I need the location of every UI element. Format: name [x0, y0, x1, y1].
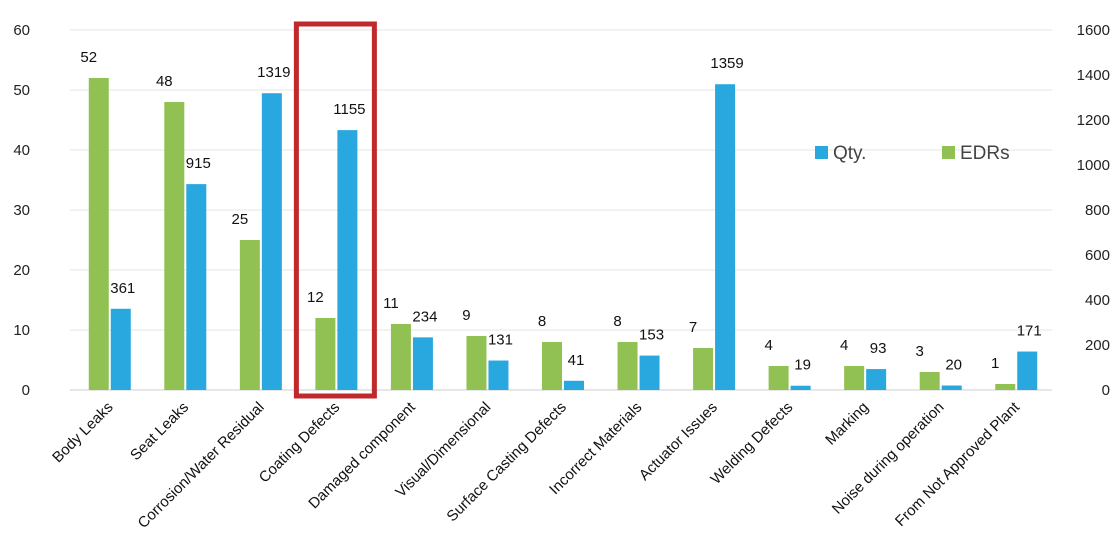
data-label-edrs: 8	[538, 313, 546, 330]
data-label-qty: 171	[1017, 323, 1042, 340]
right-tick-label: 400	[1085, 292, 1110, 309]
bar-qty	[186, 184, 207, 390]
right-tick-label: 1200	[1077, 112, 1110, 129]
category-label: Marking	[822, 399, 872, 449]
data-label-edrs: 8	[613, 313, 621, 330]
highlight-box-group	[293, 21, 377, 399]
bar-edrs	[617, 342, 638, 390]
bar-edrs	[995, 384, 1016, 390]
bar-qty	[1017, 351, 1038, 390]
left-tick-label: 10	[13, 322, 30, 339]
bar-edrs	[315, 318, 336, 390]
data-label-edrs: 25	[232, 211, 249, 228]
right-tick-label: 1000	[1077, 157, 1110, 174]
left-tick-label: 0	[22, 382, 30, 399]
bar-edrs	[919, 372, 940, 390]
data-label-qty: 19	[794, 357, 811, 374]
data-label-qty: 93	[870, 340, 887, 357]
data-label-qty: 153	[639, 327, 664, 344]
bar-edrs	[693, 348, 714, 390]
data-label-qty: 915	[186, 155, 211, 172]
left-tick-label: 40	[13, 142, 30, 159]
legend-label: Qty.	[833, 143, 866, 164]
gridlines	[70, 29, 1052, 391]
legend-swatch	[942, 146, 955, 159]
category-label: Welding Defects	[707, 399, 796, 488]
right-y-axis: 0 200 400 600 800 1000 1200 1400 1600	[1077, 22, 1110, 399]
data-label-edrs: 7	[689, 319, 697, 336]
bar-qty	[564, 380, 584, 390]
data-label-qty: 1155	[333, 101, 365, 118]
data-label-edrs: 1	[991, 355, 999, 372]
right-tick-label: 200	[1085, 337, 1110, 354]
right-tick-label: 0	[1102, 382, 1110, 399]
legend-swatch	[815, 146, 828, 159]
data-label-qty: 1319	[257, 64, 290, 81]
bar-edrs	[88, 78, 109, 390]
bar-edrs	[239, 240, 260, 390]
legend-label: EDRs	[960, 143, 1010, 164]
data-label-edrs: 11	[383, 295, 399, 312]
data-label-qty: 234	[412, 308, 437, 325]
category-label: From Not Approved Plant	[892, 398, 1024, 530]
bar-qty	[866, 369, 887, 390]
bar-qty	[790, 385, 811, 390]
right-tick-label: 600	[1085, 247, 1110, 264]
data-label-edrs: 9	[462, 307, 470, 324]
left-y-axis: 0 10 20 30 40 50 60	[13, 22, 30, 399]
data-label-edrs: 12	[307, 289, 324, 306]
legend: Qty. EDRs	[815, 143, 1010, 164]
bar-edrs	[844, 366, 865, 390]
data-label-edrs: 4	[764, 337, 772, 354]
bar-qty	[261, 93, 282, 390]
left-tick-label: 30	[13, 202, 30, 219]
data-label-qty: 41	[568, 352, 585, 369]
category-label: Actuator Issues	[636, 399, 721, 484]
bar-qty	[488, 360, 509, 390]
bar-edrs	[466, 336, 487, 390]
data-label-edrs: 48	[156, 73, 173, 90]
data-label-edrs: 3	[916, 343, 924, 360]
data-label-edrs: 52	[80, 49, 97, 66]
category-label: Seat Leaks	[127, 399, 192, 464]
left-tick-label: 50	[13, 82, 30, 99]
bar-edrs	[768, 366, 789, 390]
data-label-qty: 131	[488, 332, 513, 349]
bar-edrs	[390, 324, 411, 390]
bar-qty	[412, 337, 433, 390]
highlight-box	[293, 21, 377, 399]
bar-qty	[639, 355, 660, 390]
left-tick-label: 20	[13, 262, 30, 279]
data-label-edrs: 4	[840, 337, 848, 354]
right-tick-label: 1400	[1077, 67, 1110, 84]
bar-qty	[941, 385, 962, 390]
bar-edrs	[164, 102, 185, 390]
category-label: Body Leaks	[49, 399, 116, 466]
bar-qty	[110, 308, 131, 390]
data-label-qty: 20	[945, 357, 962, 374]
data-label-qty: 361	[110, 280, 135, 297]
right-tick-label: 1600	[1077, 22, 1110, 39]
bar-qty	[337, 130, 358, 390]
category-label: Coating Defects	[256, 399, 343, 486]
category-label: Corrosion/Water Residual	[135, 399, 268, 532]
right-tick-label: 800	[1085, 202, 1110, 219]
left-tick-label: 60	[13, 22, 30, 39]
bar-edrs	[542, 342, 562, 390]
data-label-qty: 1359	[710, 55, 743, 72]
bars	[88, 78, 1038, 390]
bar-qty	[715, 84, 736, 390]
